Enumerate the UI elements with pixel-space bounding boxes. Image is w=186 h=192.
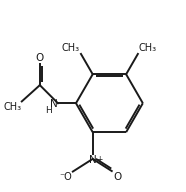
Text: H: H bbox=[45, 106, 52, 115]
Text: ⁻O: ⁻O bbox=[60, 172, 72, 182]
Text: O: O bbox=[113, 172, 121, 182]
Text: CH₃: CH₃ bbox=[3, 102, 21, 112]
Text: O: O bbox=[36, 53, 44, 63]
Text: CH₃: CH₃ bbox=[139, 43, 157, 53]
Text: CH₃: CH₃ bbox=[62, 43, 80, 53]
Text: N: N bbox=[50, 98, 57, 109]
Text: +: + bbox=[97, 155, 103, 164]
Text: N: N bbox=[89, 155, 97, 165]
